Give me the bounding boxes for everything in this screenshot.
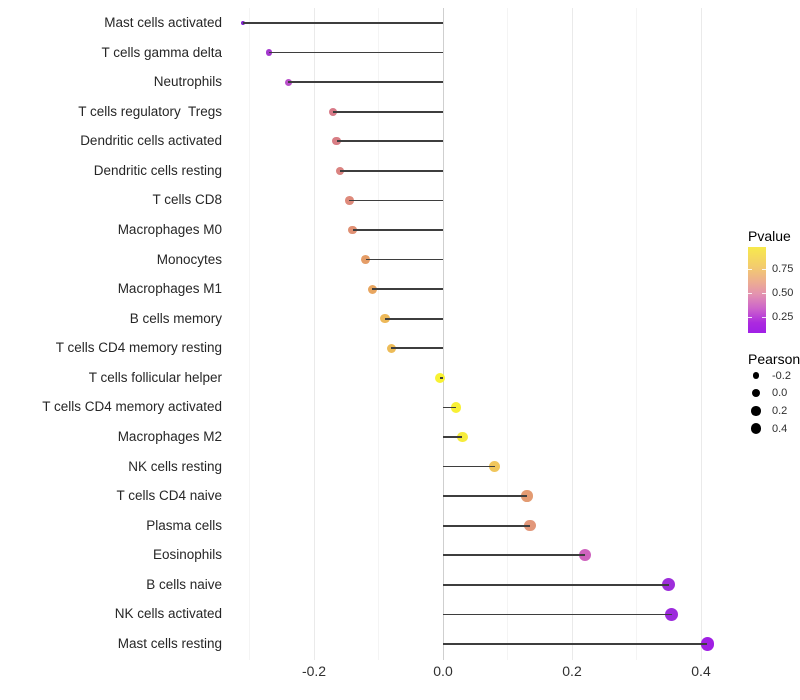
lollipop-dot <box>240 20 246 26</box>
category-label: Macrophages M1 <box>117 281 222 297</box>
category-label: T cells regulatory Tregs <box>78 103 222 119</box>
category-label: T cells gamma delta <box>101 44 222 60</box>
lollipop-stem <box>443 613 672 616</box>
x-tick-label: 0.4 <box>691 663 711 679</box>
lollipop-stem <box>384 317 443 320</box>
category-label: T cells CD4 memory resting <box>55 340 222 356</box>
x-tick-label: 0.0 <box>433 663 453 679</box>
category-label: T cells CD4 naive <box>116 488 222 504</box>
lollipop-stem <box>333 110 443 113</box>
pvalue-colorbar-tick-label: 0.50 <box>772 286 794 299</box>
category-label: Dendritic cells resting <box>93 162 222 178</box>
category-label: Neutrophils <box>153 74 222 90</box>
lollipop-stem <box>349 199 443 202</box>
x-tick-label: 0.2 <box>562 663 582 679</box>
x-gridline-minor <box>378 8 379 660</box>
pvalue-colorbar-notch <box>748 268 752 270</box>
x-gridline-major <box>313 8 315 660</box>
category-label: B cells memory <box>129 310 222 326</box>
lollipop-stem <box>443 524 531 527</box>
pvalue-colorbar-notch <box>748 316 752 318</box>
category-label: Eosinophils <box>152 547 222 563</box>
lollipop-stem <box>443 495 527 497</box>
lollipop-stem <box>443 583 669 586</box>
pearson-size-label: 0.2 <box>772 404 788 417</box>
pvalue-colorbar-tick-label: 0.75 <box>772 262 794 275</box>
lollipop-stem <box>336 140 443 143</box>
category-label: NK cells activated <box>114 606 222 622</box>
lollipop-stem <box>443 436 463 438</box>
x-gridline-major <box>700 8 702 660</box>
lollipop-dot <box>489 461 501 473</box>
x-gridline-minor <box>507 8 508 660</box>
pearson-size-dot <box>751 406 761 416</box>
pvalue-colorbar <box>748 247 766 333</box>
lollipop-stem <box>372 288 443 290</box>
lollipop-stem <box>352 229 443 231</box>
lollipop-stem <box>443 643 708 645</box>
lollipop-dot <box>367 284 377 294</box>
lollipop-stem <box>339 170 443 172</box>
category-label: Macrophages M2 <box>117 428 222 444</box>
x-tick-label: -0.2 <box>301 663 327 679</box>
lollipop-stem <box>391 347 443 350</box>
pvalue-colorbar-notch <box>748 292 752 294</box>
lollipop-dot <box>700 637 715 651</box>
lollipop-dot <box>265 49 273 56</box>
lollipop-dot <box>335 166 344 176</box>
category-label: Macrophages M0 <box>117 221 222 237</box>
category-label: B cells naive <box>146 576 222 592</box>
lollipop-stem <box>268 51 443 54</box>
lollipop-dot <box>361 255 371 265</box>
pearson-legend-title: Pearson <box>748 351 800 367</box>
lollipop-stem <box>443 554 585 557</box>
pearson-size-dot <box>752 389 760 398</box>
category-label: NK cells resting <box>128 458 222 474</box>
pearson-size-label: -0.2 <box>772 369 791 382</box>
x-gridline-minor <box>636 8 637 660</box>
category-label: T cells CD4 memory activated <box>42 399 222 415</box>
lollipop-stem <box>243 22 443 24</box>
lollipop-stem <box>365 258 443 261</box>
category-label: Monocytes <box>156 251 222 267</box>
lollipop-stem <box>439 377 443 379</box>
pearson-size-dot <box>752 372 760 379</box>
pvalue-colorbar-notch <box>762 268 766 270</box>
x-gridline-minor <box>249 8 250 660</box>
lollipop-stem <box>288 81 443 83</box>
pvalue-legend-title: Pvalue <box>748 228 791 244</box>
category-label: T cells follicular helper <box>88 369 222 385</box>
category-label: Dendritic cells activated <box>80 133 222 149</box>
pvalue-colorbar-tick-label: 0.25 <box>772 310 794 323</box>
lollipop-stem <box>443 465 495 468</box>
zero-line <box>442 8 444 660</box>
pvalue-colorbar-notch <box>762 292 766 294</box>
category-label: Mast cells resting <box>117 635 222 651</box>
lollipop-dot <box>386 343 397 353</box>
pearson-size-label: 0.4 <box>772 422 788 435</box>
pvalue-colorbar-notch <box>762 316 766 318</box>
pearson-size-dot <box>750 423 762 434</box>
category-label: Mast cells activated <box>104 15 222 30</box>
x-gridline-major <box>571 8 573 660</box>
category-label: T cells CD8 <box>152 192 222 208</box>
lollipop-dot <box>665 607 679 621</box>
pearson-size-label: 0.0 <box>772 387 788 400</box>
category-label: Plasma cells <box>146 517 222 533</box>
lollipop-stem <box>443 406 456 409</box>
